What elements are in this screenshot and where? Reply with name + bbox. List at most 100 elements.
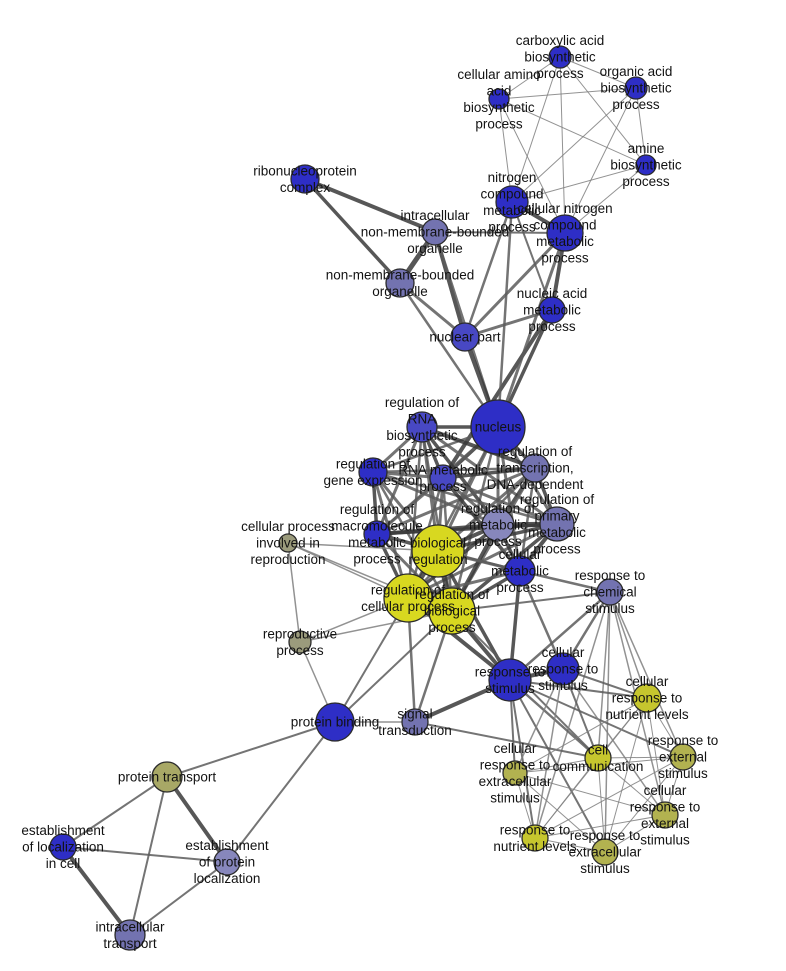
labels-layer: carboxylic acid biosynthetic processcellul… [21, 33, 718, 951]
node-nuclear-part[interactable] [450, 322, 480, 352]
edge-response-to-stimulus--response-to-nutrient-levels [509, 679, 536, 839]
node-intracellular-transport[interactable] [114, 919, 146, 951]
node-protein-binding[interactable] [315, 702, 355, 742]
node-response-to-external-stimulus[interactable] [669, 743, 697, 771]
edge-regulation-of-transcription-dna-dependent--regulation-of-cellular-process [406, 466, 537, 600]
edge-regulation-of-rna-biosynthetic-process--regulation-of-transcription-dna-dependent [420, 425, 537, 470]
edge-ribonucleoprotein-complex--non-membrane-bounded-organelle [303, 177, 402, 285]
node-cellular-response-to-nutrient-levels[interactable] [632, 683, 662, 713]
node-ribonucleoprotein-complex[interactable] [290, 164, 320, 194]
edge-cellular-response-to-extracellular-stimulus--response-to-extracellular-stimulus [514, 772, 606, 853]
edge-cellular-metabolic-process--cellular-response-to-stimulus [518, 569, 565, 671]
node-non-membrane-bounded-organelle[interactable] [385, 268, 415, 298]
edge-carboxylic-acid-biosynthetic-process--amine-biosynthetic-process [559, 56, 647, 166]
node-cellular-response-to-external-stimulus[interactable] [651, 801, 679, 829]
node-intracellular-non-membrane-bounded-organelle[interactable] [421, 218, 449, 246]
edge-nucleus--cellular-nitrogen-compound-metabolic-process [496, 231, 567, 429]
edge-carboxylic-acid-biosynthetic-process--cellular-amino-acid-biosynthetic-process [498, 56, 561, 100]
node-regulation-of-gene-expression[interactable] [358, 457, 388, 487]
edge-establishment-of-localization-in-cell--intracellular-transport [61, 845, 132, 937]
node-cellular-nitrogen-compound-metabolic-process[interactable] [546, 214, 584, 252]
edge-organic-acid-biosynthetic-process--amine-biosynthetic-process [635, 87, 647, 166]
node-nitrogen-compound-metabolic-process[interactable] [495, 185, 529, 219]
edge-cellular-amino-acid-biosynthetic-process--amine-biosynthetic-process [498, 98, 647, 166]
edge-protein-binding--protein-transport [166, 721, 336, 778]
node-rna-metabolic-process[interactable] [429, 464, 457, 492]
edge-carboxylic-acid-biosynthetic-process--organic-acid-biosynthetic-process [559, 56, 637, 89]
node-carboxylic-acid-biosynthetic-process[interactable] [548, 45, 572, 69]
edge-regulation-of-biological-process--response-to-chemical-stimulus [451, 591, 611, 612]
node-cell-communication[interactable] [584, 744, 612, 772]
edge-protein-transport--establishment-of-protein-localization [165, 775, 229, 864]
edge-cellular-response-to-external-stimulus--response-to-nutrient-levels [534, 814, 666, 839]
edge-response-to-external-stimulus--response-to-nutrient-levels [534, 756, 684, 839]
node-cellular-response-to-stimulus[interactable] [546, 652, 580, 686]
edge-response-to-chemical-stimulus--response-to-extracellular-stimulus [604, 591, 611, 853]
node-nucleus[interactable] [470, 399, 526, 455]
edge-cellular-response-to-stimulus--cellular-response-to-external-stimulus [562, 668, 666, 816]
edge-cellular-response-to-nutrient-levels--response-to-extracellular-stimulus [604, 697, 648, 853]
edge-cellular-response-to-extracellular-stimulus--cellular-response-to-external-stimulus [514, 772, 666, 816]
node-regulation-of-metabolic-process[interactable] [481, 508, 515, 542]
edge-cell-communication--cellular-response-to-external-stimulus [597, 757, 666, 816]
node-nucleic-acid-metabolic-process[interactable] [538, 296, 566, 324]
edge-nuclear-part--cellular-nitrogen-compound-metabolic-process [463, 231, 567, 339]
nodes-layer [49, 45, 697, 951]
node-response-to-nutrient-levels[interactable] [521, 824, 549, 852]
edge-amine-biosynthetic-process--nitrogen-compound-metabolic-process [511, 164, 647, 203]
edge-carboxylic-acid-biosynthetic-process--cellular-nitrogen-compound-metabolic-process [559, 56, 566, 234]
node-biological-regulation[interactable] [411, 524, 465, 578]
node-regulation-of-macromolecule-metabolic-process[interactable] [363, 520, 391, 548]
edge-nuclear-part--nitrogen-compound-metabolic-process [463, 200, 514, 339]
edge-intracellular-non-membrane-bounded-organelle--cellular-nitrogen-compound-metabolic-process [434, 231, 566, 234]
node-regulation-of-primary-metabolic-process[interactable] [539, 506, 575, 542]
edge-cell-communication--response-to-extracellular-stimulus [597, 757, 606, 853]
edge-establishment-of-protein-localization--intracellular-transport [129, 861, 228, 936]
node-cellular-process-involved-in-reproduction[interactable] [278, 533, 298, 553]
edge-cellular-response-to-nutrient-levels--cellular-response-to-external-stimulus [646, 697, 666, 816]
edge-regulation-of-transcription-dna-dependent--rna-metabolic-process [441, 466, 537, 480]
edge-response-to-chemical-stimulus--response-to-nutrient-levels [534, 591, 611, 839]
node-cellular-metabolic-process[interactable] [504, 555, 536, 587]
edge-response-to-chemical-stimulus--response-to-stimulus [508, 590, 612, 682]
node-response-to-stimulus[interactable] [488, 658, 532, 702]
edge-establishment-of-localization-in-cell--establishment-of-protein-localization [62, 846, 228, 863]
edge-signal-transduction--cell-communication [414, 721, 599, 759]
node-regulation-of-cellular-process[interactable] [383, 573, 433, 623]
node-response-to-chemical-stimulus[interactable] [596, 578, 624, 606]
node-establishment-of-protein-localization[interactable] [213, 848, 241, 876]
node-regulation-of-rna-biosynthetic-process[interactable] [406, 411, 438, 443]
edge-cell-communication--response-to-nutrient-levels [534, 757, 599, 839]
edge-protein-binding--establishment-of-protein-localization [226, 721, 336, 863]
node-signal-transduction[interactable] [401, 708, 429, 736]
edge-cellular-amino-acid-biosynthetic-process--organic-acid-biosynthetic-process [498, 87, 637, 100]
node-cellular-amino-acid-biosynthetic-process[interactable] [488, 88, 510, 110]
edges-layer [61, 56, 684, 937]
edge-response-to-external-stimulus--cell-communication [597, 756, 684, 759]
edge-rna-metabolic-process--regulation-of-macromolecule-metabolic-process [375, 476, 445, 536]
edge-cellular-response-to-nutrient-levels--cellular-response-to-extracellular-stimulus [514, 697, 648, 774]
node-amine-biosynthetic-process[interactable] [635, 154, 657, 176]
node-regulation-of-transcription-dna-dependent[interactable] [520, 453, 550, 483]
edge-organic-acid-biosynthetic-process--nitrogen-compound-metabolic-process [511, 87, 637, 203]
node-reproductive-process[interactable] [288, 630, 312, 654]
edge-cellular-response-to-stimulus--cellular-response-to-extracellular-stimulus [514, 668, 564, 774]
edge-response-to-chemical-stimulus--cellular-response-to-nutrient-levels [609, 591, 648, 699]
edge-cellular-process-involved-in-reproduction--reproductive-process [287, 542, 301, 643]
edge-protein-transport--intracellular-transport [129, 776, 168, 936]
edge-carboxylic-acid-biosynthetic-process--nitrogen-compound-metabolic-process [511, 56, 561, 203]
edge-regulation-of-biological-process--reproductive-process [299, 610, 453, 643]
node-establishment-of-localization-in-cell[interactable] [49, 833, 77, 861]
node-response-to-extracellular-stimulus[interactable] [591, 838, 619, 866]
node-protein-transport[interactable] [151, 761, 183, 793]
node-organic-acid-biosynthetic-process[interactable] [624, 76, 648, 100]
edge-protein-transport--establishment-of-localization-in-cell [62, 776, 168, 848]
node-regulation-of-biological-process[interactable] [428, 587, 476, 635]
node-cellular-response-to-extracellular-stimulus[interactable] [502, 760, 528, 786]
edge-regulation-of-rna-biosynthetic-process--regulation-of-primary-metabolic-process [420, 425, 559, 526]
edge-nucleic-acid-metabolic-process--rna-metabolic-process [441, 308, 554, 480]
edge-rna-metabolic-process--regulation-of-primary-metabolic-process [441, 476, 559, 526]
edge-response-to-chemical-stimulus--cell-communication [597, 591, 611, 759]
